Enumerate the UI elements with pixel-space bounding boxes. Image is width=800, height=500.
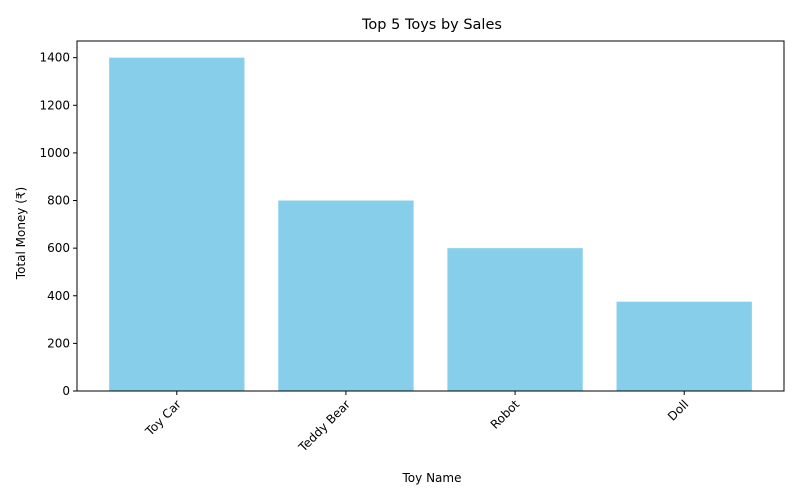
- x-tick-label: Teddy Bear: [295, 397, 353, 455]
- x-axis-ticks: Toy Car Teddy Bear Robot Doll: [142, 391, 691, 455]
- y-tick-label: 400: [47, 289, 70, 303]
- x-tick-label: Robot: [488, 397, 523, 432]
- y-tick-label: 200: [47, 336, 70, 350]
- x-tick-label: Toy Car: [142, 397, 184, 439]
- bar-teddy-bear: [278, 200, 414, 391]
- y-tick-label: 0: [62, 384, 70, 398]
- y-tick-label: 1200: [39, 98, 70, 112]
- y-tick-label: 1400: [39, 51, 70, 65]
- x-tick-label: Doll: [665, 397, 691, 423]
- bar-toy-car: [109, 57, 245, 392]
- y-tick-label: 800: [47, 194, 70, 208]
- y-axis-label: Total Money (₹): [14, 187, 28, 280]
- bar-robot: [447, 248, 583, 391]
- y-tick-label: 1000: [39, 146, 70, 160]
- plot-frame: [76, 40, 785, 392]
- chart-title: Top 5 Toys by Sales: [361, 17, 502, 33]
- x-axis-label: Toy Name: [402, 471, 462, 485]
- bars-group: [109, 57, 752, 392]
- bar-doll: [616, 301, 752, 391]
- y-tick-label: 600: [47, 241, 70, 255]
- y-axis-ticks: 0 200 400 600 800 1000 1200 1400: [39, 51, 77, 398]
